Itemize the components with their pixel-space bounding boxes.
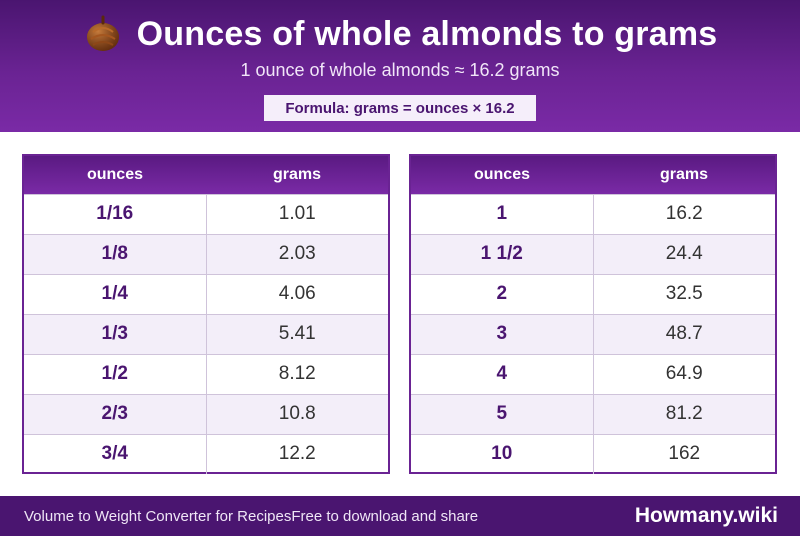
grams-cell: 12.2	[206, 433, 388, 474]
table-row: 2 32.5	[411, 273, 775, 314]
grams-cell: 2.03	[206, 233, 388, 274]
almond-icon	[86, 15, 119, 51]
conversion-table-right: ounces grams 1 16.2 1 1/2 24.4 2 32.5 3 48.7…	[409, 154, 777, 474]
grams-cell: 48.7	[593, 313, 775, 354]
table-header-row: ounces grams	[24, 156, 388, 194]
table-row: 1 1/2 24.4	[411, 233, 775, 274]
table-row: 3/4 12.2	[24, 433, 388, 474]
table-row: 1/3 5.41	[24, 313, 388, 354]
grams-cell: 64.9	[593, 353, 775, 394]
column-header-grams: grams	[593, 156, 775, 194]
table-header-row: ounces grams	[411, 156, 775, 194]
table-row: 5 81.2	[411, 393, 775, 434]
header-banner: Ounces of whole almonds to grams 1 ounce…	[0, 0, 800, 132]
table-row: 10 162	[411, 433, 775, 474]
grams-cell: 5.41	[206, 313, 388, 354]
table-row: 1/2 8.12	[24, 353, 388, 394]
grams-cell: 16.2	[593, 193, 775, 234]
ounces-cell: 1	[411, 193, 594, 234]
brand-logo-text[interactable]: Howmany.wiki	[634, 504, 778, 527]
title-row: Ounces of whole almonds to grams	[0, 12, 800, 56]
footer-tagline: Volume to Weight Converter for RecipesFr…	[24, 508, 479, 525]
grams-cell: 81.2	[593, 393, 775, 434]
ounces-cell: 5	[411, 393, 594, 434]
grams-cell: 8.12	[206, 353, 388, 394]
column-header-ounces: ounces	[411, 156, 593, 194]
ounces-cell: 3	[411, 313, 594, 354]
table-row: 1 16.2	[411, 193, 775, 234]
grams-cell: 4.06	[206, 273, 388, 314]
table-row: 1/8 2.03	[24, 233, 388, 274]
conversion-table-left: ounces grams 1/16 1.01 1/8 2.03 1/4 4.06 1/…	[22, 154, 390, 474]
page-subtitle: 1 ounce of whole almonds ≈ 16.2 grams	[240, 60, 560, 80]
table-row: 3 48.7	[411, 313, 775, 354]
page-title: Ounces of whole almonds to grams	[136, 14, 718, 53]
table-row: 2/3 10.8	[24, 393, 388, 434]
ounces-cell: 1/16	[24, 193, 207, 234]
column-header-ounces: ounces	[24, 156, 206, 194]
ounces-cell: 3/4	[24, 433, 207, 474]
column-header-grams: grams	[206, 156, 388, 194]
ounces-cell: 1/3	[24, 313, 207, 354]
table-row: 1/16 1.01	[24, 193, 388, 234]
formula-badge: Formula: grams = ounces × 16.2	[264, 95, 536, 121]
footer-bar: Volume to Weight Converter for RecipesFr…	[0, 496, 800, 536]
ounces-cell: 4	[411, 353, 594, 394]
ounces-cell: 10	[411, 433, 594, 474]
ounces-cell: 2	[411, 273, 594, 314]
ounces-cell: 1/2	[24, 353, 207, 394]
grams-cell: 1.01	[206, 193, 388, 234]
grams-cell: 10.8	[206, 393, 388, 434]
ounces-cell: 2/3	[24, 393, 207, 434]
ounces-cell: 1/8	[24, 233, 207, 274]
grams-cell: 24.4	[593, 233, 775, 274]
grams-cell: 32.5	[593, 273, 775, 314]
ounces-cell: 1 1/2	[411, 233, 594, 274]
grams-cell: 162	[593, 433, 775, 474]
table-row: 1/4 4.06	[24, 273, 388, 314]
table-row: 4 64.9	[411, 353, 775, 394]
ounces-cell: 1/4	[24, 273, 207, 314]
